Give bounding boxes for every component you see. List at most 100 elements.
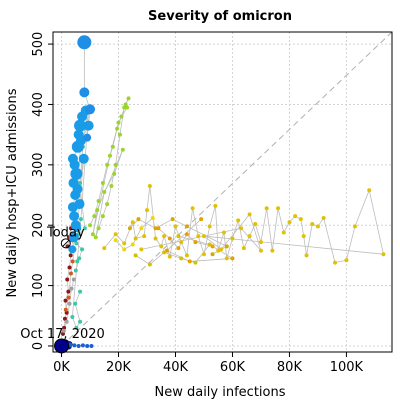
data-point — [90, 232, 95, 237]
data-point — [100, 180, 105, 185]
data-point — [60, 331, 65, 336]
data-point — [119, 114, 124, 119]
data-point — [65, 277, 70, 282]
data-point — [164, 248, 169, 253]
x-tick-label: 60K — [220, 360, 246, 375]
data-point — [253, 222, 258, 226]
connector-line — [277, 208, 285, 233]
connector-line — [186, 208, 193, 256]
connector-line — [115, 240, 125, 250]
data-point — [69, 286, 74, 291]
data-point — [64, 310, 69, 315]
connector-line — [237, 220, 245, 249]
plot-frame — [52, 31, 393, 353]
data-point — [333, 260, 338, 265]
data-point — [321, 215, 326, 220]
data-point — [73, 301, 78, 306]
connector-line — [271, 208, 279, 251]
data-point — [78, 289, 83, 294]
data-point — [102, 190, 107, 194]
connector-line — [209, 205, 216, 227]
connector-line — [65, 297, 70, 310]
data-point — [68, 253, 73, 258]
data-point — [133, 253, 138, 258]
connector-line — [74, 291, 81, 304]
connector-line — [300, 219, 305, 237]
annotations: Today Oct 17, 2020 — [20, 225, 105, 354]
data-point — [310, 222, 315, 226]
connector-line — [249, 223, 256, 237]
connector-line — [132, 228, 142, 245]
data-point — [107, 153, 112, 158]
data-point — [184, 224, 189, 229]
connector-line — [212, 245, 233, 259]
y-tick-label: 100 — [31, 273, 46, 298]
data-point — [64, 319, 69, 324]
data-point — [63, 307, 68, 312]
data-point — [153, 226, 158, 231]
data-point — [77, 256, 82, 261]
data-point — [219, 247, 224, 252]
data-point — [77, 35, 92, 50]
data-point — [66, 289, 71, 294]
data-point — [264, 206, 269, 211]
data-point — [150, 215, 155, 220]
data-point — [73, 268, 78, 273]
data-point — [105, 162, 110, 167]
connector-line — [146, 185, 151, 211]
data-point — [241, 246, 246, 251]
connector-line — [149, 252, 165, 265]
data-point — [352, 224, 357, 229]
x-axis-label: New daily infections — [154, 385, 285, 400]
connector-line — [266, 208, 273, 251]
data-point — [78, 217, 83, 222]
data-point — [301, 234, 306, 239]
data-point — [126, 96, 131, 101]
data-point — [69, 211, 80, 222]
connector-line — [69, 288, 72, 304]
grid — [53, 32, 392, 352]
data-point — [236, 218, 241, 223]
connector-line — [178, 235, 210, 245]
data-point — [276, 206, 281, 211]
data-point — [100, 214, 105, 219]
connector-line — [96, 149, 124, 211]
annotation-label: Oct 17, 2020 — [20, 327, 105, 342]
data-point — [82, 226, 87, 231]
data-point — [113, 162, 118, 167]
x-tick-label: 20K — [106, 360, 132, 375]
connector-line — [354, 190, 370, 227]
data-point — [67, 153, 78, 164]
data-point — [66, 295, 71, 300]
data-point — [201, 252, 206, 257]
data-point — [199, 217, 204, 222]
data-points — [60, 35, 386, 350]
connector-line — [203, 235, 222, 250]
connector-line — [135, 255, 151, 265]
data-point — [147, 183, 152, 188]
y-axis-label: New daily hosp+ICU admissions — [5, 88, 20, 297]
data-point — [74, 199, 85, 210]
connector-line — [98, 216, 104, 229]
diagonal-reference-line — [61, 31, 393, 347]
y-tick-label: 0 — [31, 342, 46, 350]
data-point — [130, 242, 135, 247]
data-point — [153, 236, 158, 241]
connector-line — [98, 182, 104, 202]
data-point — [304, 253, 309, 258]
data-point — [230, 236, 235, 241]
data-point — [74, 325, 79, 330]
data-point — [247, 234, 252, 239]
data-point — [62, 316, 67, 321]
data-point — [344, 258, 349, 263]
connector-line — [163, 252, 182, 259]
connector-line — [203, 226, 211, 255]
data-point — [122, 247, 127, 252]
connector-line — [249, 214, 262, 251]
connector-line — [102, 203, 108, 217]
data-point — [70, 167, 83, 180]
series-connectors — [62, 42, 384, 347]
data-point — [167, 254, 172, 259]
data-point — [170, 217, 175, 222]
y-tick-label: 300 — [31, 152, 46, 177]
